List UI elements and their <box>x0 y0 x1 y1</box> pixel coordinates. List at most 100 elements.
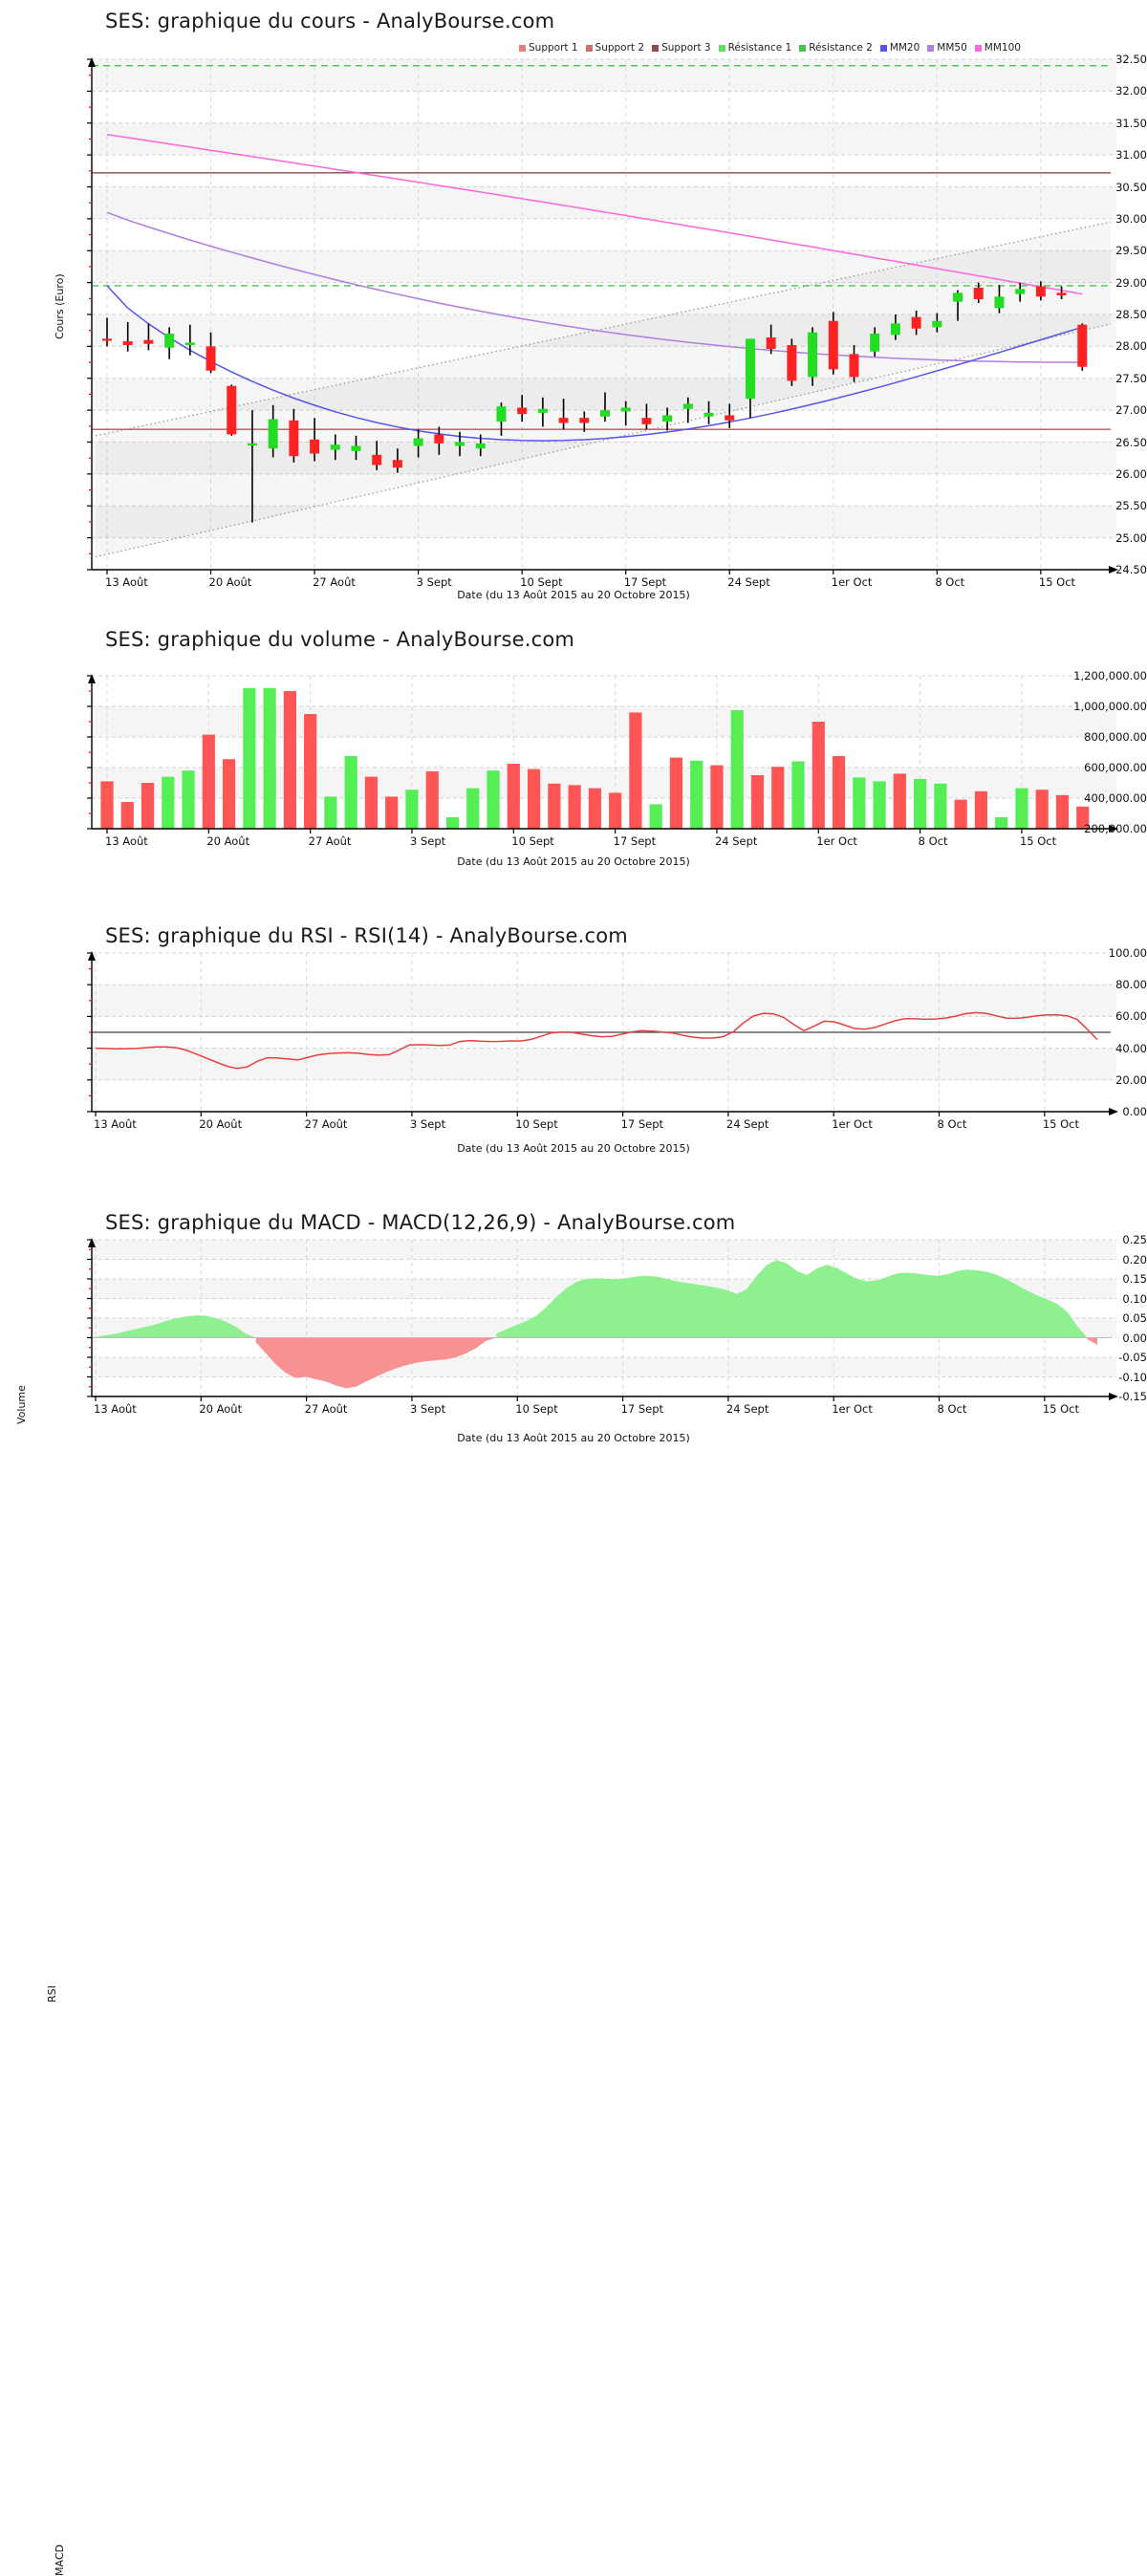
x-axis-tick: 20 Août <box>208 575 252 589</box>
candlestick <box>247 410 257 523</box>
x-axis-tick: 15 Oct <box>1038 575 1076 589</box>
legend-item-2[interactable]: Support 3 <box>652 42 711 54</box>
x-axis-tick: 1er Oct <box>832 1117 873 1131</box>
legend-item-3[interactable]: Résistance 1 <box>718 42 792 54</box>
candlestick <box>1077 323 1088 371</box>
candlestick <box>268 404 278 458</box>
x-axis-tick: 8 Oct <box>935 575 965 589</box>
x-axis-tick: 27 Août <box>304 1117 348 1131</box>
legend-swatch-icon <box>974 44 982 52</box>
x-axis-tick: 17 Sept <box>623 575 667 589</box>
legend-label: MM20 <box>889 42 920 54</box>
rsi-chart-title: SES: graphique du RSI - RSI(14) - AnalyB… <box>105 924 628 947</box>
y-axis-tick: 0.25 <box>1122 1233 1147 1246</box>
legend-item-5[interactable]: MM20 <box>879 42 920 54</box>
legend-label: Résistance 1 <box>727 42 792 54</box>
y-axis-tick: 26.50 <box>1115 435 1147 449</box>
x-axis-tick: 24 Sept <box>725 1402 769 1416</box>
volume-x-axis-label: Date (du 13 Août 2015 au 20 Octobre 2015… <box>457 855 690 868</box>
x-axis-tick: 3 Sept <box>409 1117 446 1131</box>
candlestick <box>932 313 942 333</box>
candlestick <box>102 317 112 347</box>
y-axis-tick: 200,000.00 <box>1084 822 1147 835</box>
rsi-y-axis-label: RSI <box>46 1985 58 2002</box>
candlestick <box>517 395 528 422</box>
rsi-line-svg <box>87 951 1118 1116</box>
candlestick <box>537 397 548 427</box>
candlestick <box>455 431 465 457</box>
candlestick <box>890 314 900 340</box>
legend-label: MM50 <box>937 42 967 54</box>
candlestick <box>227 384 237 436</box>
x-axis-tick: 13 Août <box>105 834 148 848</box>
legend-swatch-icon <box>879 44 887 52</box>
candlestick <box>434 426 444 455</box>
candlestick <box>703 400 714 424</box>
x-axis-tick: 3 Sept <box>416 575 452 589</box>
candlestick <box>289 408 299 463</box>
price-chart-legend: Support 1 Support 2 Support 3 Résistance 1 R… <box>519 42 1026 54</box>
x-axis-tick: 27 Août <box>304 1402 348 1416</box>
price-plot-area[interactable]: 24.50 25.00 25.50 26.00 26.50 27.00 27.50 28.00… <box>0 0 1147 589</box>
y-axis-tick: 20.00 <box>1115 1072 1147 1087</box>
volume-plot-area[interactable]: 200,000.00 400,000.00 600,000.00 800,000.00… <box>0 617 1147 855</box>
candlestick <box>641 403 652 430</box>
legend-swatch-icon <box>652 44 660 52</box>
rsi-plot-area[interactable]: 0.00 20.00 40.00 60.00 80.00 100.00 13 Août 20 … <box>0 913 1147 1142</box>
y-axis-tick: 28.50 <box>1115 308 1147 321</box>
legend-swatch-icon <box>927 44 935 52</box>
x-axis-tick: 24 Sept <box>727 575 770 589</box>
x-axis-tick: 15 Oct <box>1019 834 1057 848</box>
y-axis-tick: 0.10 <box>1122 1291 1147 1306</box>
y-axis-tick: 400,000.00 <box>1084 791 1147 805</box>
y-axis-tick: 32.00 <box>1115 84 1147 98</box>
legend-item-0[interactable]: Support 1 <box>519 42 578 54</box>
candlestick <box>392 448 402 473</box>
candlestick <box>787 338 797 386</box>
x-axis-tick: 15 Oct <box>1042 1402 1080 1416</box>
volume-chart-title: SES: graphique du volume - AnalyBourse.c… <box>105 628 575 651</box>
legend-item-1[interactable]: Support 2 <box>585 42 645 54</box>
y-axis-tick: 1,000,000.00 <box>1073 700 1147 713</box>
candlestick <box>911 310 921 336</box>
y-axis-tick: 31.50 <box>1115 116 1147 130</box>
x-axis-tick: 10 Sept <box>520 575 563 589</box>
x-axis-tick: 13 Août <box>105 575 148 589</box>
y-axis-tick: 31.00 <box>1115 148 1147 162</box>
candlestick <box>164 327 175 359</box>
y-axis-tick: 24.50 <box>1115 563 1147 576</box>
macd-chart-panel: SES: graphique du MACD - MACD(12,26,9) -… <box>0 1200 1147 2576</box>
candlestick <box>310 418 320 462</box>
macd-y-axis-label: MACD <box>54 2544 66 2576</box>
legend-item-4[interactable]: Résistance 2 <box>799 42 873 54</box>
candlestick <box>870 327 880 357</box>
macd-x-axis-label: Date (du 13 Août 2015 au 20 Octobre 2015… <box>457 1432 690 1444</box>
candlestick <box>620 400 631 426</box>
x-axis-tick: 3 Sept <box>409 834 446 848</box>
x-axis-tick: 10 Sept <box>511 834 554 848</box>
macd-plot-area[interactable]: -0.15 -0.10 -0.05 0.00 0.05 0.10 0.15 0.20 0.25 1… <box>0 1200 1147 1429</box>
price-candlestick-svg <box>87 57 1118 574</box>
candlestick <box>994 285 1005 314</box>
y-axis-tick: 0.00 <box>1122 1331 1147 1345</box>
candlestick <box>579 411 590 432</box>
y-axis-tick: 30.50 <box>1115 180 1147 194</box>
candlestick <box>475 434 486 457</box>
x-axis-tick: 3 Sept <box>409 1402 446 1416</box>
x-axis-tick: 1er Oct <box>832 1402 873 1416</box>
x-axis-tick: 8 Oct <box>937 1402 967 1416</box>
candlestick <box>828 312 838 375</box>
legend-item-6[interactable]: MM50 <box>927 42 967 54</box>
y-axis-tick: 0.15 <box>1122 1272 1147 1286</box>
y-axis-tick: 29.50 <box>1115 244 1147 258</box>
x-axis-tick: 1er Oct <box>816 834 857 848</box>
candlestick <box>351 435 361 461</box>
x-axis-tick: 13 Août <box>94 1117 137 1131</box>
legend-label: Support 2 <box>595 42 645 54</box>
candlestick <box>662 407 673 431</box>
legend-item-7[interactable]: MM100 <box>974 42 1021 54</box>
x-axis-tick: 20 Août <box>206 834 250 848</box>
candlestick <box>745 338 755 419</box>
candlestick <box>953 290 963 321</box>
candlestick <box>122 322 133 352</box>
